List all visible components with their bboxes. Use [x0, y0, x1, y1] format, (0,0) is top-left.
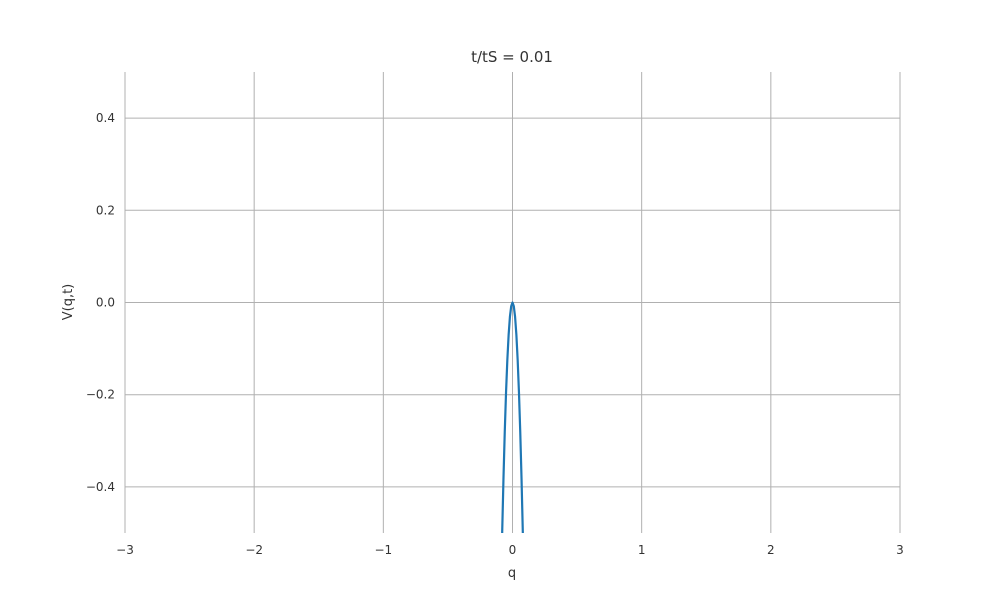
y-axis-ticks: −0.4 −0.2 0.0 0.2 0.4	[86, 111, 115, 494]
series-line	[501, 301, 524, 534]
x-tick-label: 3	[896, 543, 904, 557]
grid	[124, 72, 901, 533]
y-tick-label: −0.4	[86, 480, 115, 494]
plot-area	[501, 301, 524, 534]
x-tick-label: −3	[116, 543, 134, 557]
y-tick-label: 0.0	[96, 296, 115, 310]
x-tick-label: 0	[509, 543, 517, 557]
x-axis-ticks: −3 −2 −1 0 1 2 3	[116, 543, 904, 557]
x-tick-label: −2	[245, 543, 263, 557]
y-tick-label: 0.2	[96, 203, 115, 217]
x-tick-label: −1	[374, 543, 392, 557]
y-tick-label: 0.4	[96, 111, 115, 125]
y-tick-label: −0.2	[86, 388, 115, 402]
x-tick-label: 2	[767, 543, 775, 557]
x-axis-label: q	[508, 566, 516, 581]
y-axis-label: V(q,t)	[61, 284, 76, 321]
x-tick-label: 1	[638, 543, 646, 557]
chart-title: t/tS = 0.01	[471, 48, 553, 66]
